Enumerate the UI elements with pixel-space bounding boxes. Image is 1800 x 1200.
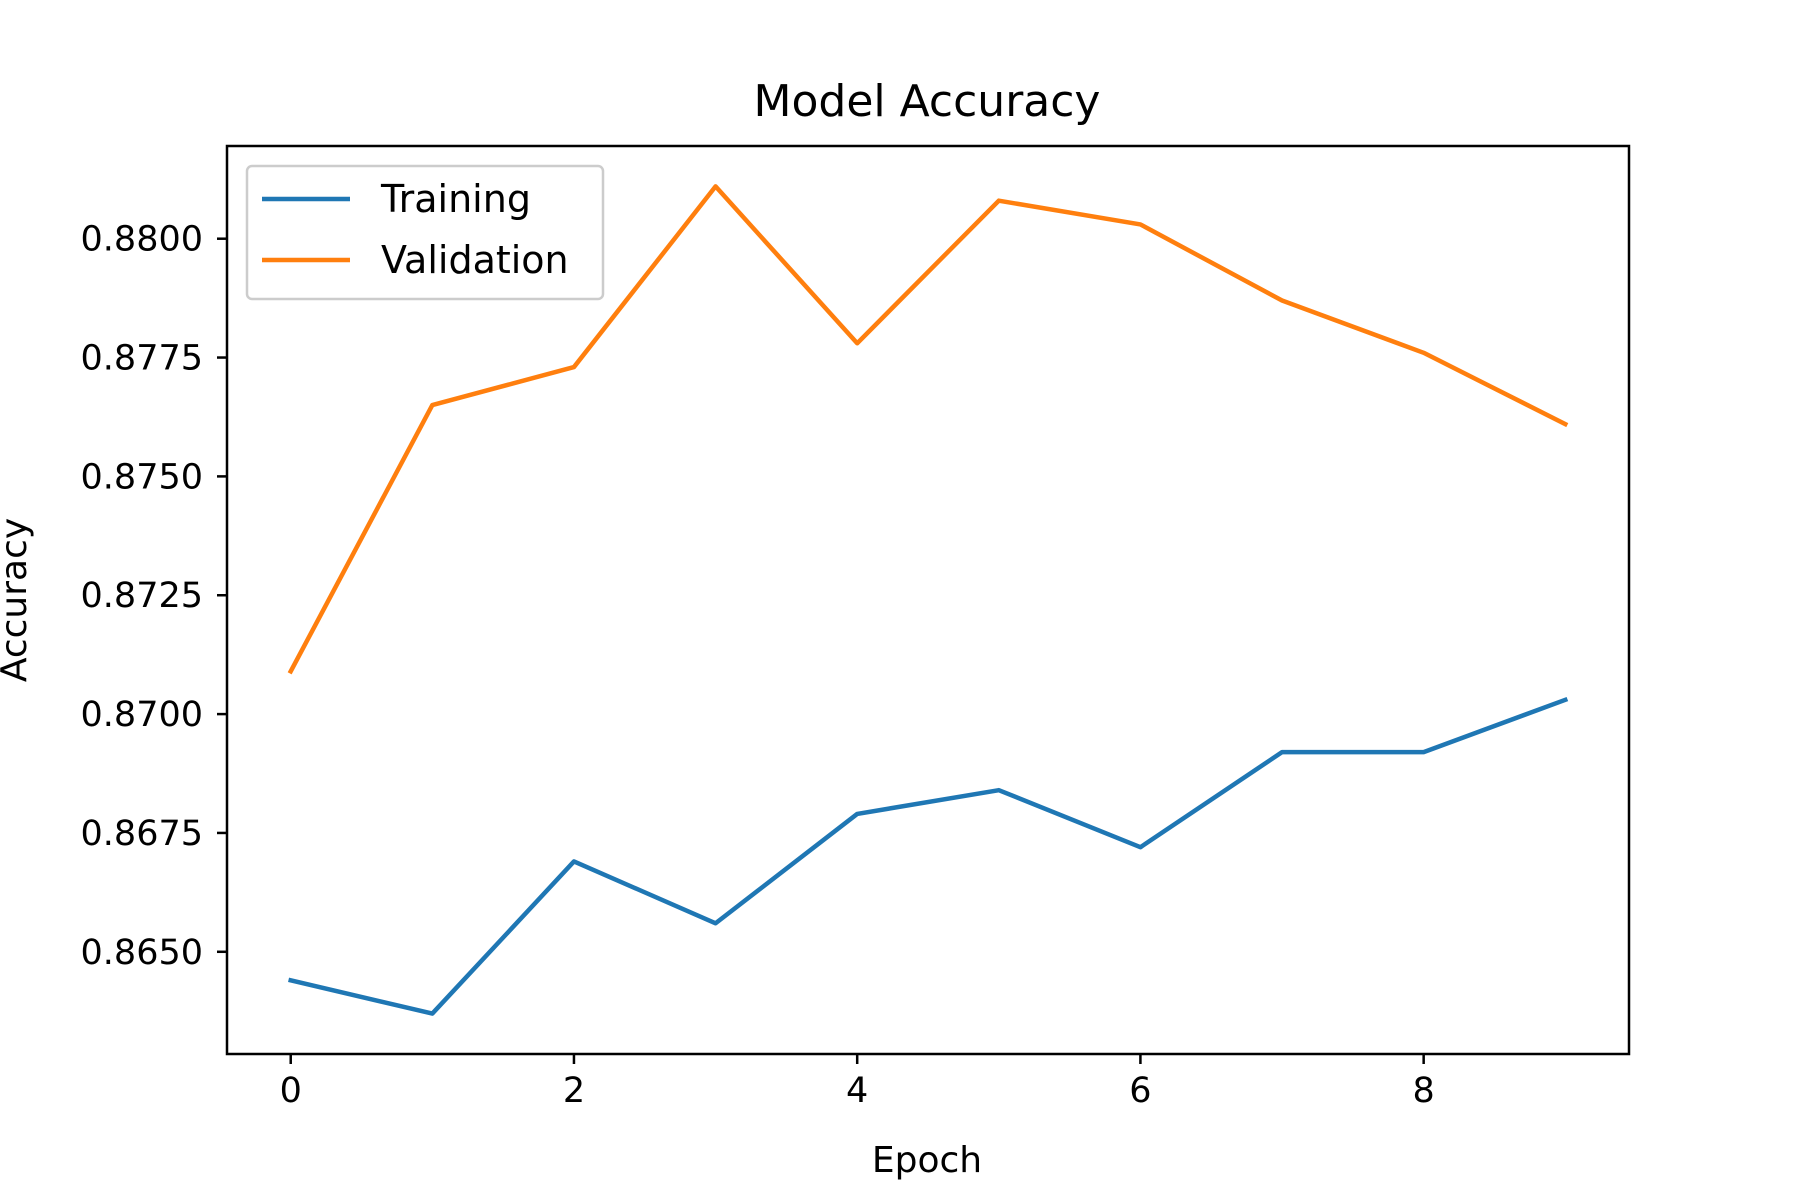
series-line-training xyxy=(288,696,1569,1016)
series-lines xyxy=(287,184,1569,1016)
y-tick-label: 0.8800 xyxy=(81,220,203,260)
x-tick-label: 8 xyxy=(1413,1071,1435,1111)
plot-frame xyxy=(225,144,1631,1056)
axis-ticks: 0 2 4 6 8 0.8650 0.8675 0.8700 0.8725 0.8750 0.877… xyxy=(81,220,1435,1111)
y-tick-label: 0.8650 xyxy=(81,933,203,973)
y-axis-label: Accuracy xyxy=(0,518,35,682)
y-tick-label: 0.8725 xyxy=(81,576,203,616)
x-tick-label: 6 xyxy=(1129,1071,1151,1111)
chart-title: Model Accuracy xyxy=(754,76,1101,127)
x-axis-label: Epoch xyxy=(872,1140,982,1181)
legend: Training Validation xyxy=(245,164,605,301)
legend-label-validation: Validation xyxy=(381,238,569,282)
y-tick-label: 0.8700 xyxy=(81,695,203,735)
legend-label-training: Training xyxy=(380,177,531,221)
x-tick-label: 0 xyxy=(280,1071,302,1111)
x-tick-label: 4 xyxy=(846,1071,868,1111)
y-tick-label: 0.8750 xyxy=(81,457,203,497)
y-tick-label: 0.8675 xyxy=(81,814,203,854)
series-line-validation xyxy=(287,184,1569,675)
x-tick-label: 2 xyxy=(563,1071,585,1111)
y-tick-label: 0.8775 xyxy=(81,339,203,379)
